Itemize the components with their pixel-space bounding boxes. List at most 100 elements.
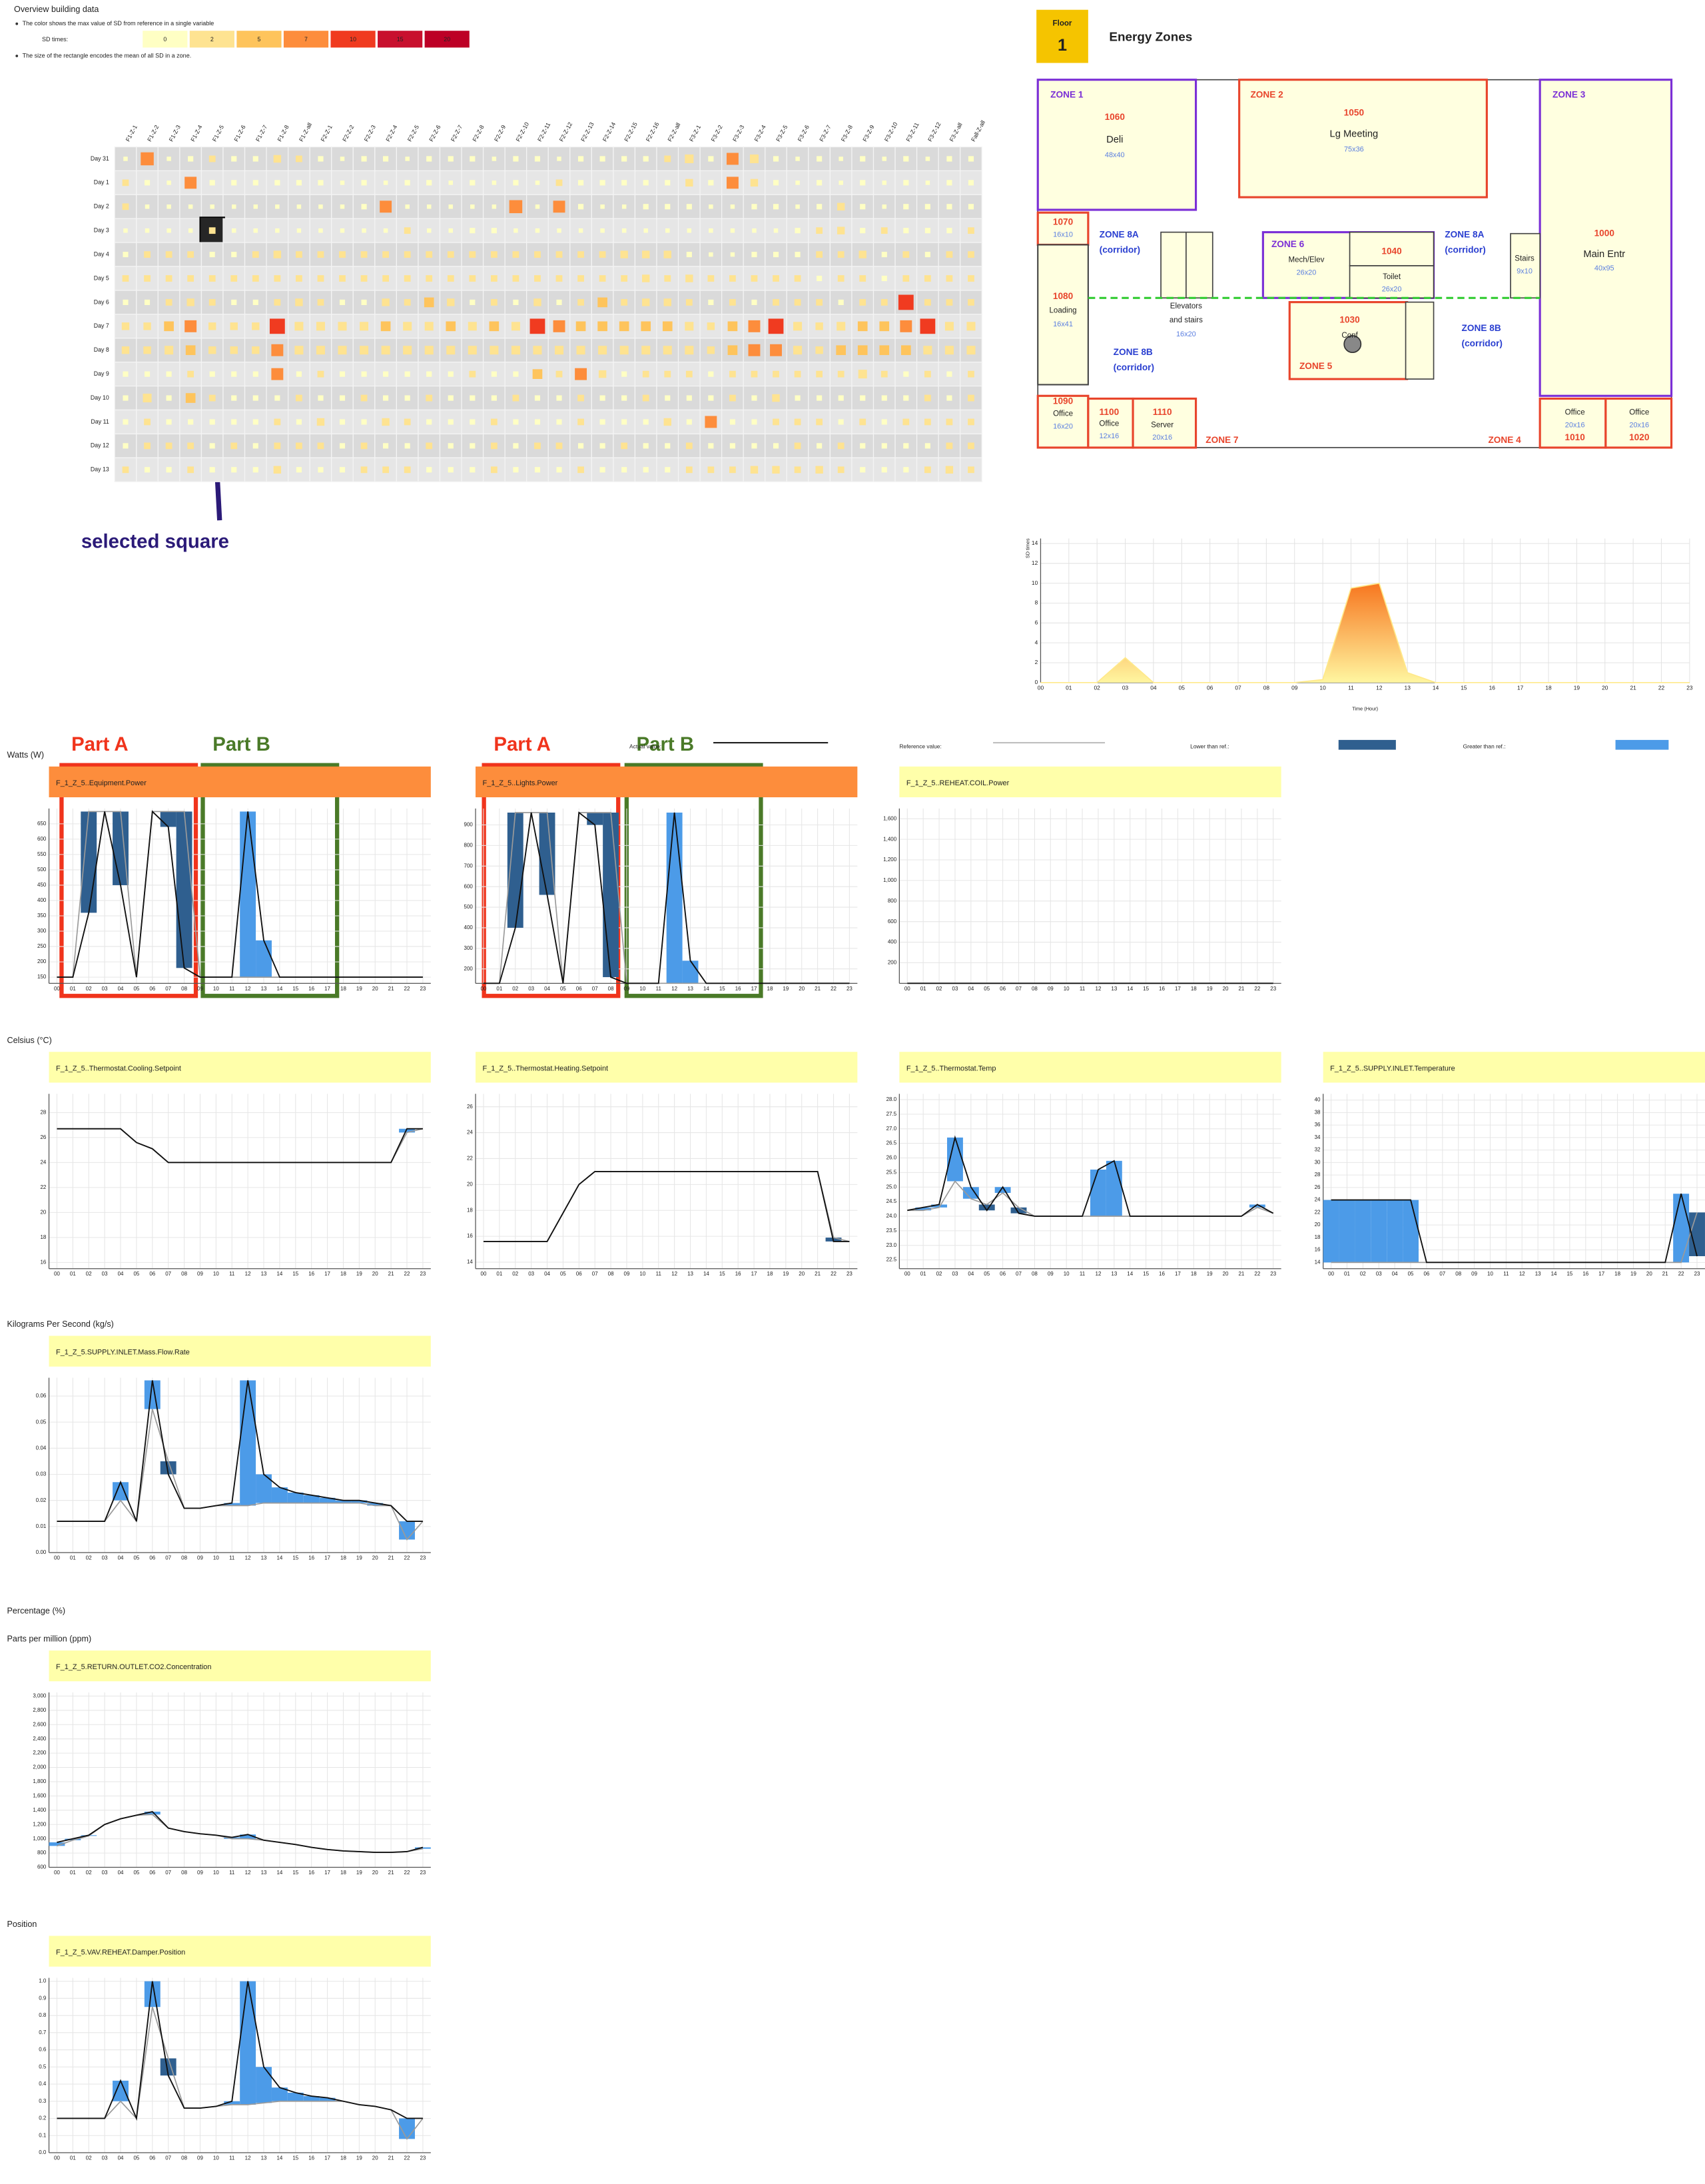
cell-square: [404, 418, 411, 426]
difference: [603, 812, 619, 978]
cell-square: [426, 394, 433, 402]
cell-square: [730, 228, 735, 233]
title-bar: [899, 766, 1281, 798]
cell-square: [339, 299, 346, 305]
x-tick-label: 20: [372, 1555, 378, 1561]
cell-square: [773, 443, 779, 449]
cell-square: [665, 395, 671, 401]
row-label: Day 13: [91, 466, 109, 473]
difference: [1673, 1194, 1690, 1263]
legend-swatch: [283, 31, 329, 48]
x-tick-label: 04: [1392, 1271, 1398, 1277]
cell-square: [360, 251, 368, 258]
title-bar: [49, 1650, 431, 1682]
column-label: F2-Z-15: [623, 121, 639, 143]
legend-label: 5: [258, 36, 261, 43]
room-outline: [1405, 301, 1435, 380]
cell-square: [361, 419, 367, 425]
x-tick-label: 00: [904, 1271, 910, 1277]
x-tick-label: 09: [197, 2155, 203, 2161]
cell-square: [685, 346, 694, 355]
cell-square: [121, 322, 130, 330]
difference: [319, 1497, 336, 1503]
cell-square: [685, 442, 693, 450]
cell-square: [534, 442, 541, 450]
cell-square: [318, 180, 324, 186]
y-tick-label: 800: [37, 1850, 47, 1856]
x-tick-label: 23: [1694, 1271, 1700, 1277]
room-outline: [1349, 231, 1435, 266]
column-label: F2-Z-3: [363, 124, 377, 143]
cell-square: [209, 443, 215, 449]
x-tick-label: 15: [292, 1271, 298, 1277]
cell-square: [773, 228, 779, 233]
x-tick-label: 06: [1423, 1271, 1429, 1277]
row-label: Day 1: [94, 179, 109, 186]
x-tick-label: 02: [86, 1555, 92, 1561]
row-label: Day 10: [91, 394, 109, 401]
y-tick-label: 0.2: [39, 2115, 47, 2121]
cell-square: [122, 179, 129, 186]
y-tick-label: 18: [40, 1234, 46, 1240]
legend-swatch: [1615, 739, 1669, 750]
cell-square: [273, 250, 282, 258]
cell-square: [729, 394, 736, 402]
cell-square: [252, 275, 259, 282]
y-tick-label: 0.00: [36, 1549, 47, 1555]
x-tick-label: 17: [751, 986, 757, 992]
cell-square: [404, 227, 411, 234]
cell-background: [288, 433, 310, 458]
y-tick-label: 10: [1032, 579, 1038, 586]
cell-square: [123, 371, 129, 377]
cell-square: [252, 467, 258, 473]
cell-square: [469, 251, 476, 258]
cell-square: [208, 275, 216, 282]
cell-square: [209, 180, 215, 186]
legend-label: Lower than ref.:: [1190, 743, 1229, 750]
cell-square: [859, 299, 866, 306]
x-tick-label: 21: [1239, 986, 1245, 992]
cell-square: [252, 443, 258, 449]
cell-square: [489, 321, 500, 332]
cell-square: [555, 346, 564, 355]
cell-square: [448, 419, 454, 425]
cell-square: [271, 368, 284, 380]
cell-square: [924, 252, 930, 258]
cell-square: [382, 251, 389, 258]
x-tick-label: 10: [639, 1271, 645, 1277]
x-tick-label: 08: [608, 1271, 614, 1277]
y-tick-label: 2,000: [33, 1764, 47, 1770]
cell-square: [382, 466, 389, 474]
y-tick-label: 30: [1315, 1159, 1321, 1165]
cell-square: [188, 156, 194, 162]
row-label: Day 8: [94, 346, 109, 353]
x-tick-label: 11: [1080, 986, 1086, 992]
y-tick-label: 0.9: [39, 1995, 47, 2001]
y-tick-label: 800: [464, 843, 474, 849]
column-label: F2-Z-7: [450, 124, 464, 143]
cell-square: [687, 228, 692, 233]
cell-square: [599, 443, 605, 449]
difference: [1403, 1200, 1419, 1263]
difference: [367, 1503, 384, 1506]
difference: [287, 2092, 304, 2101]
x-tick-label: 18: [1191, 1271, 1197, 1277]
cell-square: [945, 466, 954, 474]
cell-square: [470, 467, 476, 473]
cell-square: [382, 418, 390, 426]
x-tick-label: 16: [308, 2155, 314, 2161]
cell-square: [708, 299, 714, 305]
x-tick-label: 18: [340, 986, 346, 992]
cell-square: [318, 228, 323, 233]
difference: [994, 1187, 1011, 1193]
room-name: Main Entr: [1583, 249, 1625, 260]
x-tick-label: 12: [671, 1271, 677, 1277]
y-tick-label: 40: [1315, 1097, 1321, 1103]
x-tick-label: 16: [308, 1870, 314, 1876]
cell-square: [621, 156, 627, 162]
x-tick-label: 20: [372, 1870, 378, 1876]
difference: [335, 1500, 352, 1503]
cell-background: [136, 338, 159, 363]
y-tick-label: 1,000: [33, 1836, 47, 1842]
